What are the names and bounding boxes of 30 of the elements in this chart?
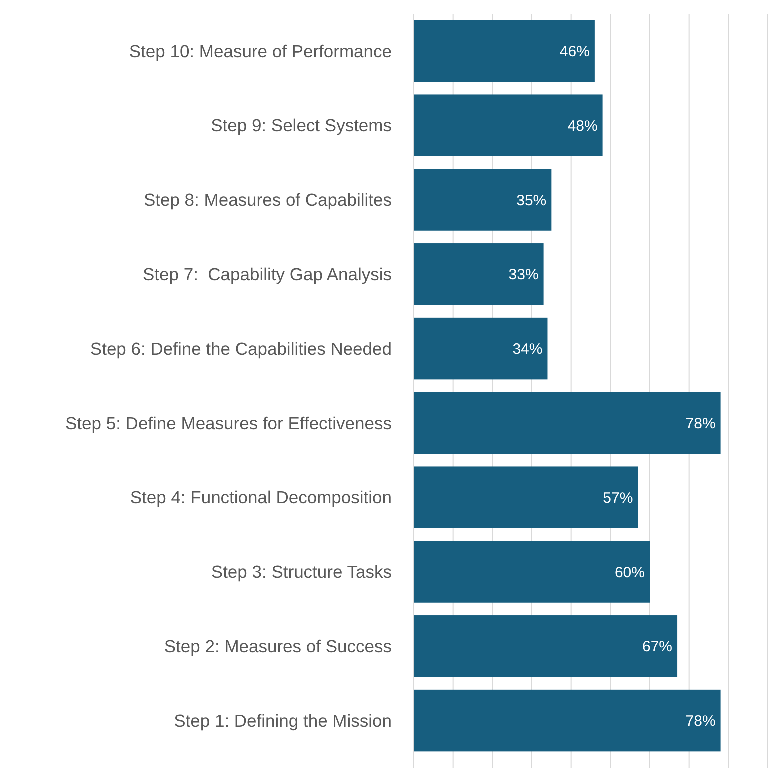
y-tick-label: Step 7: Capability Gap Analysis: [142, 264, 392, 285]
data-label: 57%: [603, 490, 634, 507]
data-label: 78%: [686, 415, 716, 432]
y-tick-label: Step 8: Measures of Capabilites: [144, 190, 392, 210]
data-label: 46%: [560, 43, 590, 60]
data-label: 34%: [512, 341, 543, 358]
y-tick-label: Step 6: Define the Capabilities Needed: [90, 338, 392, 359]
y-tick-label: Step 5: Define Measures for Effectiveness: [65, 413, 392, 434]
y-tick-label: Step 9: Select Systems: [211, 116, 392, 136]
data-label: 67%: [642, 638, 673, 656]
bar: [414, 392, 721, 454]
bar: [414, 20, 595, 82]
y-tick-label: Step 10: Measure of Performance: [129, 41, 392, 62]
bar: [414, 466, 638, 528]
bar: [414, 318, 548, 380]
bar: [414, 169, 552, 231]
bar: [414, 244, 544, 306]
y-tick-label: Step 4: Functional Decomposition: [130, 488, 392, 508]
y-tick-label: Step 2: Measures of Success: [164, 636, 392, 657]
data-label: 48%: [568, 118, 598, 135]
bar: [414, 94, 603, 156]
bar: [414, 690, 721, 752]
data-label: 33%: [508, 266, 539, 284]
y-tick-label: Step 1: Defining the Mission: [174, 710, 392, 731]
y-tick-label: Step 3: Structure Tasks: [211, 562, 392, 582]
bar: [414, 541, 650, 603]
data-label: 60%: [614, 564, 645, 582]
data-label: 35%: [516, 192, 547, 210]
data-label: 78%: [686, 713, 716, 730]
bar: [414, 616, 678, 678]
